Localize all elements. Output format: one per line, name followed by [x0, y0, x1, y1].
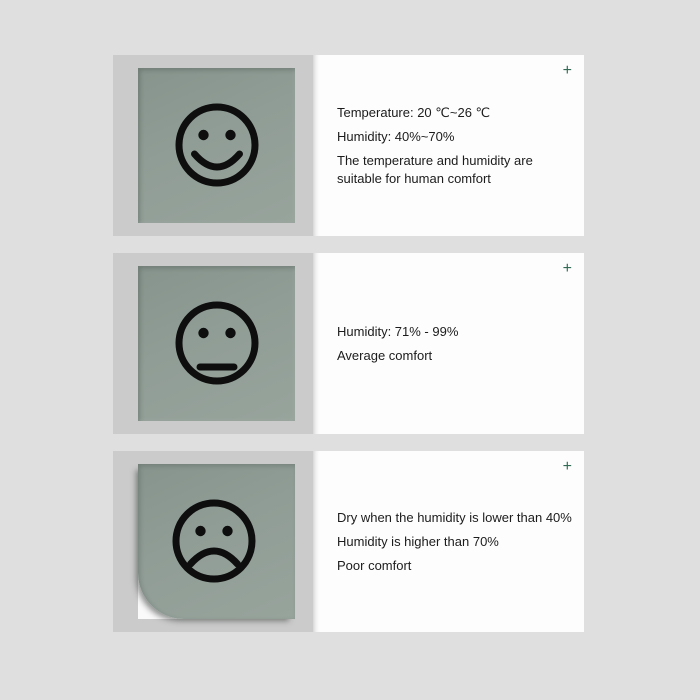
humidity-range-text: Humidity: 40%~70%	[337, 128, 455, 144]
lcd-screen	[138, 464, 295, 619]
comfort-description-text: Poor comfort	[337, 557, 412, 573]
happy-face-icon	[175, 103, 259, 187]
plus-button[interactable]: +	[562, 62, 572, 79]
comfort-card-list: + Temperature: 20 ℃~26 ℃ Humidity: 40%~7…	[113, 55, 584, 649]
lcd-screen	[138, 68, 295, 223]
comfort-card-neutral: + Humidity: 71% - 99% Average comfort	[113, 253, 584, 434]
dry-condition-text: Dry when the humidity is lower than 40%	[337, 509, 572, 525]
neutral-face-icon	[175, 301, 259, 385]
info-card: + Temperature: 20 ℃~26 ℃ Humidity: 40%~7…	[313, 55, 584, 236]
plus-button[interactable]: +	[562, 260, 572, 277]
device-corner	[138, 464, 295, 619]
lcd-screen	[138, 266, 295, 421]
temperature-range-text: Temperature: 20 ℃~26 ℃	[337, 104, 491, 120]
device-photo-neutral	[113, 253, 313, 434]
device-photo-sad	[113, 451, 313, 632]
comfort-description-text: The temperature and humidity are suitabl…	[337, 152, 533, 186]
device-photo-happy	[113, 55, 313, 236]
comfort-description-text: Average comfort	[337, 347, 433, 363]
comfort-card-sad: + Dry when the humidity is lower than 40…	[113, 451, 584, 632]
humidity-range-text: Humidity: 71% - 99%	[337, 323, 459, 339]
sad-face-icon	[172, 499, 256, 583]
plus-button[interactable]: +	[562, 458, 572, 475]
humidity-condition-text: Humidity is higher than 70%	[337, 533, 499, 549]
info-card: + Humidity: 71% - 99% Average comfort	[313, 253, 584, 434]
info-card: + Dry when the humidity is lower than 40…	[313, 451, 584, 632]
comfort-card-happy: + Temperature: 20 ℃~26 ℃ Humidity: 40%~7…	[113, 55, 584, 236]
